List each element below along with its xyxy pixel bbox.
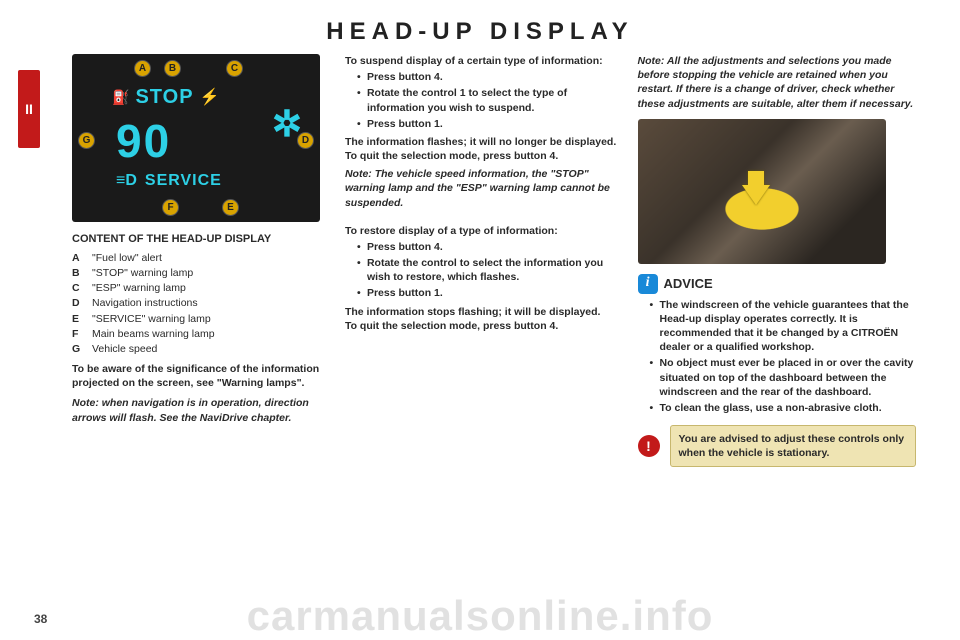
esp-icon: ⚡ [200,87,220,109]
hud-service-text: SERVICE [145,170,222,192]
hud-legend-list: A "Fuel low" alert B "STOP" warning lamp C… [72,251,327,356]
column-middle: To suspend display of a certain type of … [345,54,620,467]
list-item: The windscreen of the vehicle guarantees… [650,298,916,355]
col3-top-note: Note: All the adjustments and selections… [638,54,916,111]
legend-key: G [72,342,84,356]
legend-row: G Vehicle speed [72,342,327,356]
advice-heading: i ADVICE [638,274,916,294]
quit-text-2: To quit the selection mode, press button… [345,319,620,333]
list-item: Press button 4. [357,70,620,84]
hud-row-top: ⛽ STOP ⚡ [112,84,219,111]
legend-val: "Fuel low" alert [92,251,162,265]
legend-row: D Navigation instructions [72,296,327,310]
legend-row: B "STOP" warning lamp [72,266,327,280]
restore-steps: Press button 4. Rotate the control to se… [345,240,620,301]
legend-val: Vehicle speed [92,342,157,356]
column-right: Note: All the adjustments and selections… [638,54,916,467]
quit-text-1: To quit the selection mode, press button… [345,149,620,163]
col2-note: Note: The vehicle speed information, the… [345,167,620,210]
flash-text: The information flashes; it will no long… [345,135,620,149]
suspend-title: To suspend display of a certain type of … [345,54,620,68]
fuel-icon: ⛽ [112,88,129,107]
warning-row: ! You are advised to adjust these contro… [638,425,916,467]
legend-row: A "Fuel low" alert [72,251,327,265]
arrow-icon [742,185,770,205]
hud-marker-f: F [162,199,179,216]
list-item: Press button 1. [357,286,620,300]
content-heading: CONTENT OF THE HEAD-UP DISPLAY [72,232,327,247]
legend-key: F [72,327,84,341]
list-item: To clean the glass, use a non-abrasive c… [650,401,916,415]
legend-val: "ESP" warning lamp [92,281,186,295]
legend-val: "STOP" warning lamp [92,266,193,280]
content-columns: A B C D E F G ⛽ STOP ⚡ 90 ✲ ≡D SERVICE [72,54,916,467]
col1-note: Note: when navigation is in operation, d… [72,396,327,424]
legend-key: A [72,251,84,265]
page-number: 38 [34,612,47,626]
list-item: Press button 4. [357,240,620,254]
list-item: Rotate the control to select the informa… [357,256,620,284]
beam-icon: ≡D [116,170,137,192]
hud-illustration: A B C D E F G ⛽ STOP ⚡ 90 ✲ ≡D SERVICE [72,54,320,222]
warning-box: You are advised to adjust these controls… [670,425,916,467]
manual-page: II HEAD-UP DISPLAY A B C D E F G ⛽ STOP … [0,0,960,640]
hud-row-bottom: ≡D SERVICE [116,170,222,192]
legend-row: C "ESP" warning lamp [72,281,327,295]
legend-val: Navigation instructions [92,296,198,310]
page-title: HEAD-UP DISPLAY [44,18,916,46]
hud-marker-e: E [222,199,239,216]
watermark: carmanualsonline.info [0,592,960,640]
legend-row: E "SERVICE" warning lamp [72,312,327,326]
hud-marker-a: A [134,60,151,77]
legend-key: D [72,296,84,310]
legend-row: F Main beams warning lamp [72,327,327,341]
restore-title: To restore display of a type of informat… [345,224,620,238]
suspend-steps: Press button 4. Rotate the control 1 to … [345,70,620,131]
dashboard-photo [638,119,886,264]
chapter-tab-label: II [25,101,33,117]
legend-key: B [72,266,84,280]
hud-marker-c: C [226,60,243,77]
list-item: Rotate the control 1 to select the type … [357,86,620,114]
hud-speed: 90 [116,110,171,172]
stops-text: The information stops flashing; it will … [345,305,620,319]
list-item: Press button 1. [357,117,620,131]
col1-paragraph: To be aware of the significance of the i… [72,362,327,390]
legend-key: C [72,281,84,295]
list-item: No object must ever be placed in or over… [650,356,916,399]
advice-list: The windscreen of the vehicle guarantees… [638,298,916,415]
advice-label: ADVICE [664,275,713,293]
legend-val: Main beams warning lamp [92,327,215,341]
legend-val: "SERVICE" warning lamp [92,312,211,326]
navigation-icon: ✲ [272,100,302,149]
hud-marker-g: G [78,132,95,149]
hud-stop-text: STOP [135,84,193,111]
info-icon: i [638,274,658,294]
column-left: A B C D E F G ⛽ STOP ⚡ 90 ✲ ≡D SERVICE [72,54,327,467]
hud-marker-b: B [164,60,181,77]
warning-icon: ! [638,435,660,457]
chapter-tab: II [18,70,40,148]
legend-key: E [72,312,84,326]
